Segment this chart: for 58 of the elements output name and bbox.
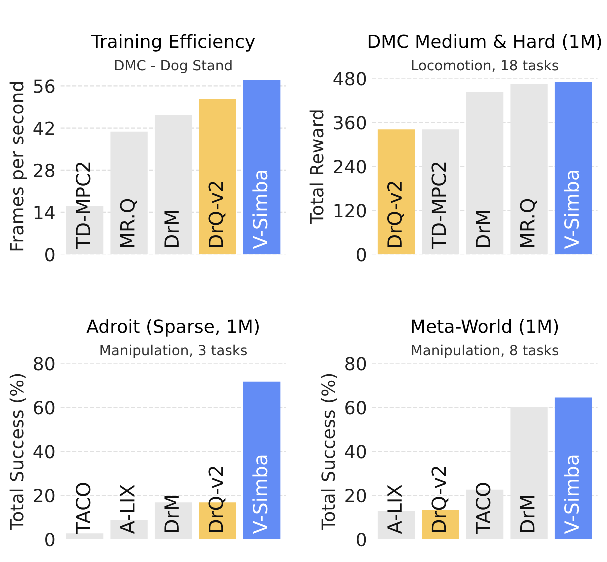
category-label: V-Simba: [564, 456, 580, 534]
chart-subtitle: Locomotion, 18 tasks: [412, 60, 558, 72]
category-label: DrM: [164, 496, 179, 532]
y-tick-label: 80: [346, 357, 366, 371]
category-label: A-LIX: [388, 485, 402, 534]
y-tick-label: 80: [34, 357, 55, 371]
chart-title: Adroit (Sparse, 1M): [86, 319, 259, 337]
y-tick-label: 28: [34, 164, 55, 178]
bar: [243, 80, 281, 255]
y-tick-label: 40: [34, 445, 55, 459]
category-label: MR.Q: [520, 199, 538, 248]
bar: [199, 99, 236, 255]
y-axis-title: Total Reward: [310, 110, 324, 224]
category-label: DrQ-v2: [432, 467, 449, 532]
y-tick-label: 56: [34, 80, 55, 94]
category-label: A-LIX: [120, 485, 135, 534]
bar: [554, 398, 592, 540]
y-tick-label: 120: [334, 204, 366, 218]
y-tick-label: 0: [357, 532, 366, 547]
y-tick-label: 0: [46, 248, 55, 262]
y-tick-label: 480: [334, 72, 366, 86]
category-label: V-Simba: [564, 170, 580, 250]
y-tick-label: 20: [346, 489, 366, 503]
bar: [554, 82, 592, 255]
category-label: V-Simba: [252, 170, 268, 250]
category-label: DrQ-v2: [208, 182, 226, 248]
chart-title: Training Efficiency: [91, 34, 256, 52]
bar: [243, 382, 281, 540]
chart-subtitle: Manipulation, 3 tasks: [100, 344, 248, 358]
bar: [378, 130, 416, 255]
y-tick-label: 0: [46, 532, 55, 547]
category-label: DrM: [476, 211, 490, 248]
y-tick-label: 360: [334, 116, 366, 130]
y-axis-title: Frames per second: [10, 82, 28, 251]
category-label: TACO: [76, 483, 91, 534]
category-label: V-Simba: [252, 456, 268, 534]
category-label: TD-MPC2: [432, 162, 446, 250]
y-tick-label: 60: [346, 401, 366, 415]
chart-subtitle: DMC - Dog Stand: [115, 60, 232, 74]
category-label: DrM: [520, 496, 535, 532]
chart-subtitle: Manipulation, 8 tasks: [412, 344, 559, 358]
y-tick-label: 0: [357, 248, 366, 262]
category-label: TD-MPC2: [76, 162, 91, 250]
y-axis-title: Total Success (%): [10, 374, 26, 530]
chart-title: DMC Medium & Hard (1M): [368, 34, 602, 51]
y-axis-title: Total Success (%): [321, 374, 338, 530]
category-label: DrQ-v2: [387, 182, 404, 248]
category-label: DrQ-v2: [208, 467, 226, 532]
y-tick-label: 42: [34, 122, 54, 136]
chart-title: Meta-World (1M): [412, 319, 558, 336]
category-label: MR.Q: [120, 199, 138, 248]
category-label: TACO: [476, 483, 491, 534]
y-tick-label: 40: [345, 445, 366, 459]
y-tick-label: 60: [34, 401, 55, 415]
category-label: DrM: [164, 211, 179, 248]
y-tick-label: 14: [34, 206, 55, 220]
y-tick-label: 240: [334, 160, 366, 174]
y-tick-label: 20: [34, 489, 55, 503]
